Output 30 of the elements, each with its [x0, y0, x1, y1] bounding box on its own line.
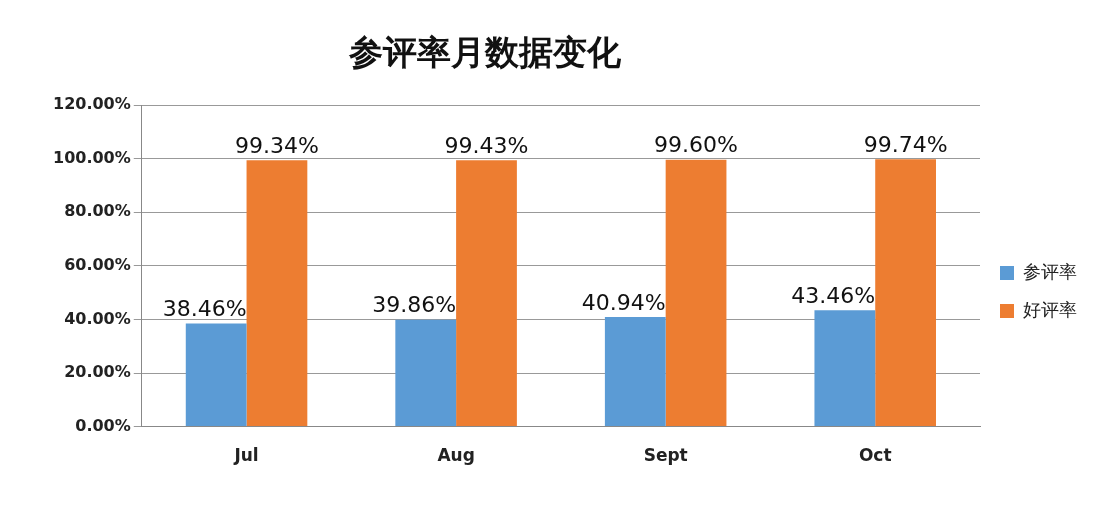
y-tick-label: 40.00%: [64, 308, 131, 328]
legend-label: 参评率: [1023, 260, 1077, 282]
bar: [875, 159, 936, 427]
y-tick-label: 80.00%: [64, 201, 131, 221]
x-tick-label: Sept: [643, 445, 688, 466]
legend-label: 好评率: [1023, 298, 1077, 320]
data-label: 99.34%: [234, 133, 319, 159]
data-label: 39.86%: [372, 292, 457, 318]
data-label: 43.46%: [791, 282, 876, 308]
bar: [604, 316, 666, 427]
data-label: 40.94%: [581, 289, 666, 315]
data-label: 99.74%: [863, 132, 948, 158]
y-tick-label: 0.00%: [75, 415, 131, 435]
bar: [814, 310, 876, 427]
bar: [456, 160, 517, 427]
x-tick-label: Aug: [437, 445, 475, 466]
bar: [246, 160, 308, 427]
bar: [665, 159, 727, 427]
data-label: 38.46%: [162, 296, 247, 322]
x-tick-label: Jul: [233, 445, 259, 466]
data-label: 99.43%: [444, 132, 529, 158]
bar: [395, 319, 457, 427]
y-tick-label: 20.00%: [64, 362, 131, 382]
y-tick-label: 100.00%: [52, 147, 131, 167]
bar: [185, 323, 247, 427]
y-tick-label: 60.00%: [64, 254, 131, 274]
y-tick-label: 120.00%: [52, 94, 131, 114]
data-label: 99.60%: [654, 132, 738, 158]
chart-title: 参评率月数据变化: [348, 31, 622, 74]
x-tick-label: Oct: [858, 445, 892, 466]
